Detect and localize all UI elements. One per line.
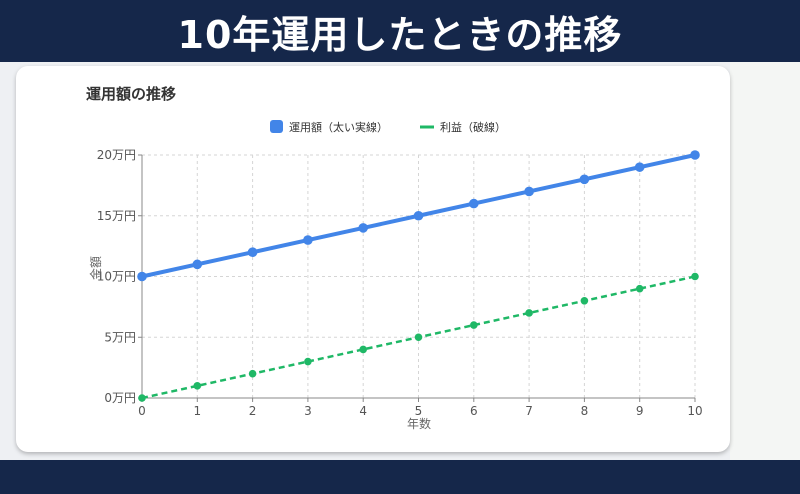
x-tick-label: 5	[415, 404, 423, 418]
x-axis-label: 年数	[407, 416, 431, 431]
chart-title: 運用額の推移	[86, 85, 176, 103]
data-point-1	[359, 345, 368, 354]
y-axis-label: 金額	[88, 256, 103, 280]
data-point-0	[137, 271, 147, 282]
data-point-1	[304, 357, 312, 366]
data-point-0	[413, 210, 424, 221]
data-point-1	[635, 284, 644, 293]
data-point-0	[579, 174, 590, 185]
data-point-1	[691, 272, 699, 281]
data-point-0	[634, 162, 645, 172]
y-tick-label: 20万円	[97, 148, 136, 162]
y-tick-label: 10万円	[97, 270, 136, 284]
data-point-0	[303, 235, 313, 245]
x-tick-label: 1	[193, 404, 201, 418]
data-point-0	[192, 259, 203, 270]
data-point-0	[358, 223, 369, 233]
x-tick-label: 9	[636, 404, 644, 418]
data-point-0	[469, 198, 479, 209]
x-tick-label: 8	[581, 404, 589, 418]
legend: 運用額（太い実線） 利益（破線）	[270, 120, 506, 134]
chart-card	[16, 66, 730, 452]
x-tick-label: 2	[249, 404, 257, 418]
legend-label-1: 利益（破線）	[440, 120, 506, 134]
data-point-1	[414, 333, 423, 342]
x-tick-label: 0	[138, 404, 146, 418]
grid	[142, 154, 696, 398]
x-tick-label: 3	[304, 404, 312, 418]
data-point-1	[248, 369, 257, 378]
data-point-1	[470, 321, 478, 329]
y-tick-label: 15万円	[97, 209, 136, 223]
y-tick-label: 5万円	[104, 330, 136, 344]
legend-swatch-0	[270, 120, 283, 133]
data-point-1	[580, 297, 589, 305]
legend-label-0: 運用額（太い実線）	[289, 120, 388, 134]
x-tick-label: 4	[359, 404, 367, 418]
y-tick-label: 0万円	[104, 391, 136, 405]
right-side-panel	[730, 62, 800, 460]
banner-title: 10年運用したときの推移	[177, 12, 623, 57]
data-point-1	[138, 394, 146, 402]
x-tick-label: 10	[687, 404, 702, 418]
data-point-0	[690, 150, 700, 160]
data-point-0	[524, 186, 534, 197]
x-tick-label: 7	[525, 404, 533, 418]
axes: 0万円 5万円 10万円 15万円 20万円 0 1 2 3 4 5 6 7 8 9 10	[97, 148, 703, 418]
data-point-1	[525, 309, 533, 317]
series-layer	[137, 150, 700, 402]
page-banner: 10年運用したときの推移	[0, 0, 800, 62]
x-tick-label: 6	[470, 404, 478, 418]
data-point-1	[193, 382, 202, 390]
data-point-0	[247, 247, 258, 257]
footer-bar	[0, 460, 800, 494]
